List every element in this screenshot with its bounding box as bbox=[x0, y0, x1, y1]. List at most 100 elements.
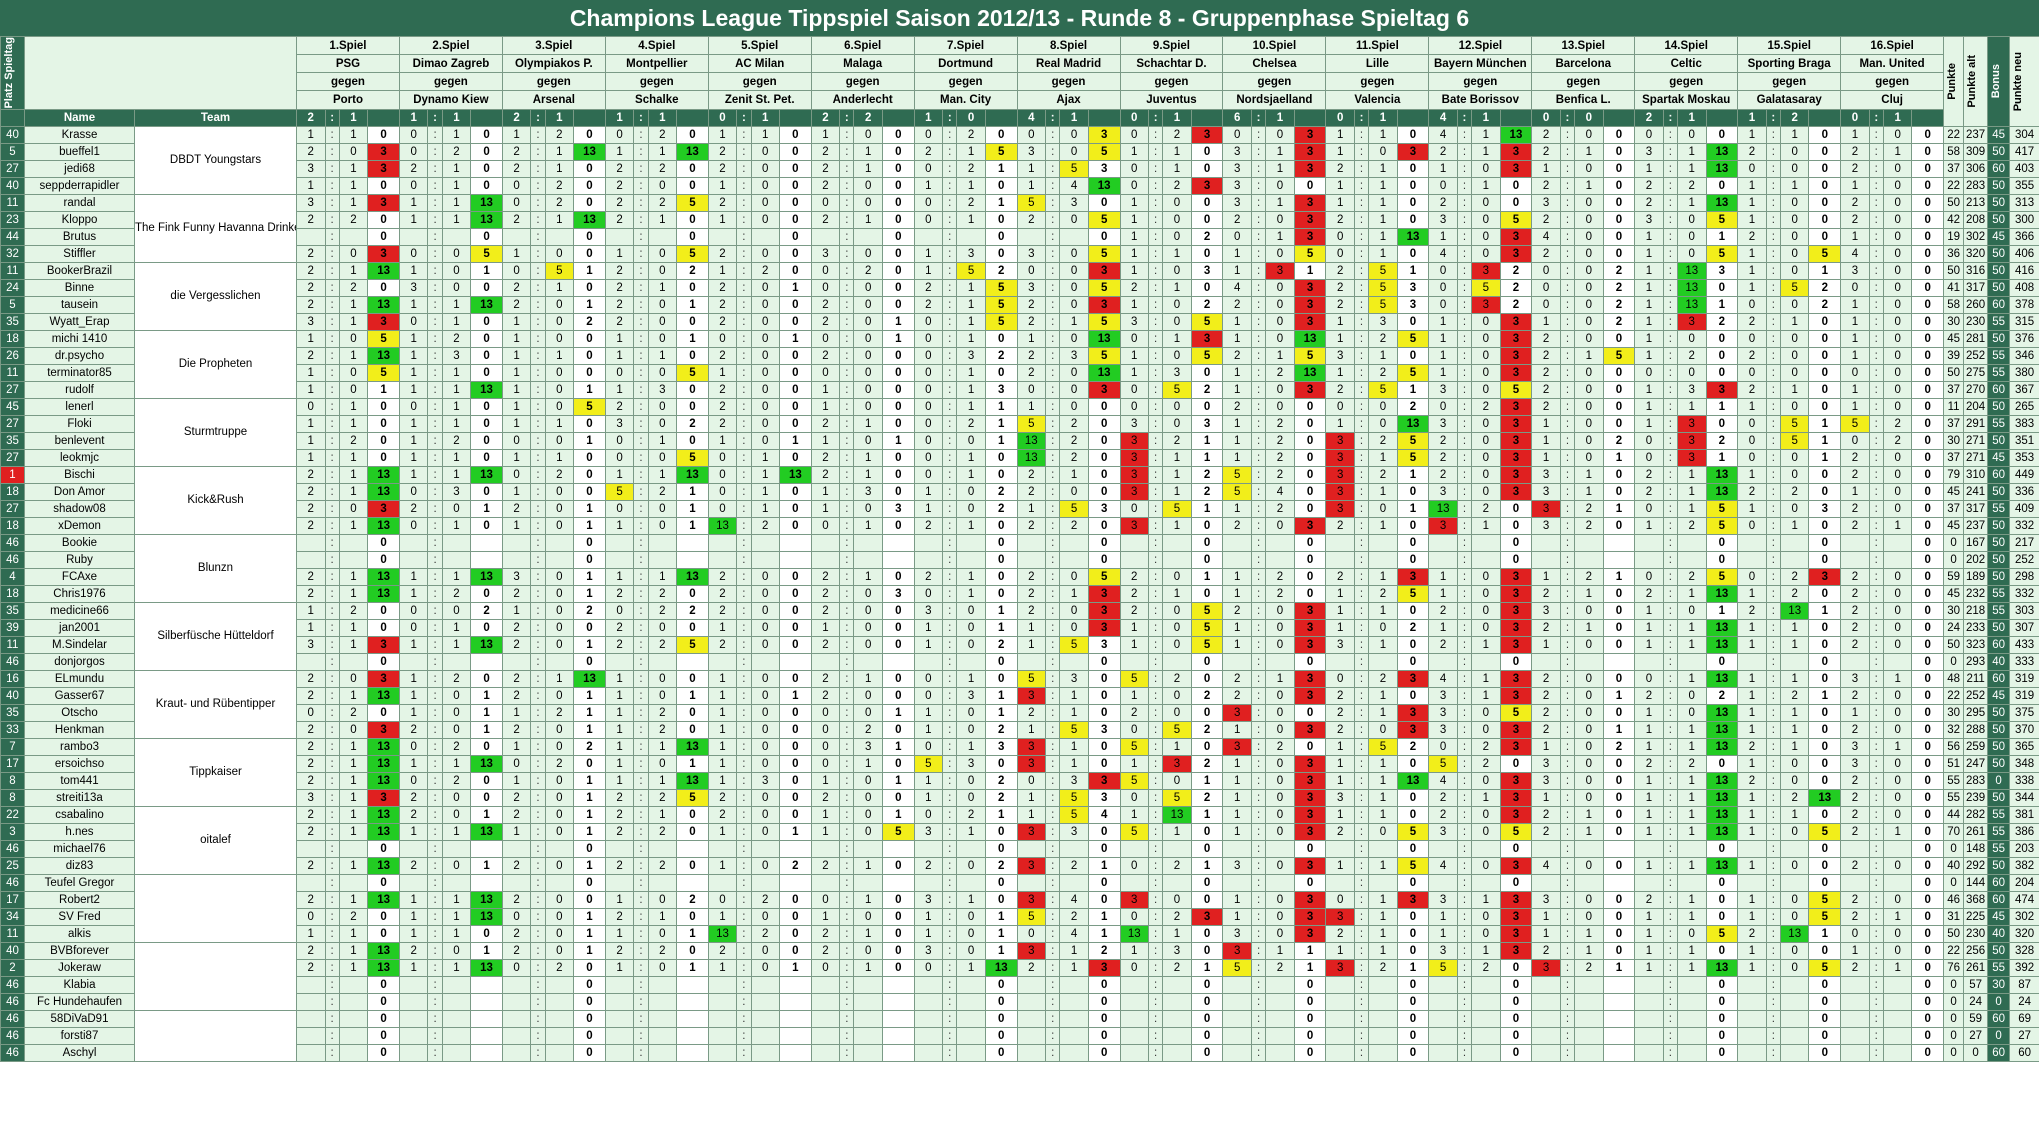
tip-points: 0 bbox=[676, 669, 709, 688]
tip-points: 0 bbox=[1499, 516, 1533, 535]
tip-colon: : bbox=[530, 686, 546, 705]
tip-home: 1 bbox=[1016, 635, 1047, 654]
tip-away: 0 bbox=[750, 346, 780, 365]
tip-away: 1 bbox=[853, 856, 883, 875]
tip-points: 3 bbox=[1499, 601, 1533, 620]
tip-points: 13 bbox=[1705, 805, 1739, 824]
tip-points: 13 bbox=[1396, 771, 1430, 790]
tip-home: 2 bbox=[1840, 567, 1870, 586]
tip-home: 2 bbox=[810, 346, 841, 365]
result-colon: : bbox=[942, 108, 958, 127]
tip-home bbox=[1840, 1043, 1870, 1062]
tip-home: 0 bbox=[1428, 295, 1458, 314]
tip-colon: : bbox=[1765, 805, 1781, 824]
tip-home: 1 bbox=[1840, 176, 1870, 195]
tip-points: 0 bbox=[1602, 822, 1636, 841]
tip-home: 2 bbox=[1531, 584, 1561, 603]
player-points-new: 449 bbox=[2009, 465, 2039, 484]
tip-colon: : bbox=[324, 703, 340, 722]
player-name: Krasse bbox=[24, 125, 135, 144]
player-points: 59 bbox=[1943, 567, 1965, 586]
tip-points: 0 bbox=[1911, 346, 1945, 365]
tip-points: 5 bbox=[1808, 822, 1842, 841]
tip-colon: : bbox=[1868, 346, 1884, 365]
table-row: 39 jan2001 1:1 0 0:1 0 2:0 0 2:0 0 1:0 0 1:0 0 1:0 1 1:0… bbox=[0, 618, 2039, 637]
tip-colon: : bbox=[1559, 142, 1576, 161]
tip-home: 5 bbox=[604, 482, 635, 501]
tip-home: 2 bbox=[810, 210, 841, 229]
game-number: 10.Spiel bbox=[1222, 35, 1327, 56]
tip-home: 3 bbox=[1016, 737, 1047, 756]
tip-points: 0 bbox=[1705, 975, 1739, 994]
tip-away: 1 bbox=[956, 397, 986, 416]
tip-colon: : bbox=[839, 975, 855, 994]
tip-away: 3 bbox=[1677, 431, 1707, 450]
tip-away: 1 bbox=[956, 278, 986, 297]
tip-colon: : bbox=[633, 210, 649, 229]
tip-away bbox=[338, 550, 369, 569]
tip-points: 3 bbox=[881, 499, 915, 518]
tip-points: 3 bbox=[1293, 210, 1327, 229]
tip-away bbox=[1059, 1009, 1089, 1028]
tip-points: 0 bbox=[1602, 227, 1636, 246]
tip-colon: : bbox=[427, 363, 443, 382]
tip-colon: : bbox=[1045, 397, 1061, 416]
tip-away: 1 bbox=[853, 414, 883, 433]
player-points-old: 316 bbox=[1963, 261, 1989, 280]
table-row: 46 donjorgos:0::0::::0:0:0:0:0:0::0:0:0 0 2… bbox=[0, 652, 2039, 671]
tip-home: 3 bbox=[604, 414, 635, 433]
tip-away: 0 bbox=[1059, 125, 1089, 144]
player-points: 55 bbox=[1943, 771, 1965, 790]
tip-colon: : bbox=[1662, 584, 1679, 603]
tip-points: 0 bbox=[779, 890, 812, 909]
tip-away: 1 bbox=[544, 669, 575, 688]
tip-points bbox=[881, 992, 915, 1011]
tip-away: 1 bbox=[1368, 771, 1398, 790]
tip-colon: : bbox=[736, 720, 752, 739]
tip-home: 1 bbox=[604, 890, 635, 909]
tip-colon: : bbox=[942, 584, 958, 603]
tip-home bbox=[810, 652, 841, 671]
tip-colon: : bbox=[530, 142, 546, 161]
tip-home bbox=[1634, 652, 1664, 671]
tip-points: 0 bbox=[881, 601, 915, 620]
tip-away: 0 bbox=[956, 482, 986, 501]
tip-points: 0 bbox=[881, 907, 915, 926]
tip-points: 0 bbox=[881, 618, 915, 637]
tip-away: 0 bbox=[544, 822, 575, 841]
tip-away bbox=[1471, 1043, 1501, 1062]
tip-points: 13 bbox=[470, 907, 503, 926]
tip-points: 0 bbox=[1499, 975, 1533, 994]
tip-points: 13 bbox=[1396, 414, 1430, 433]
tip-colon: : bbox=[1250, 448, 1267, 467]
tip-home: 3 bbox=[1119, 312, 1149, 331]
tip-home: 0 bbox=[1119, 499, 1149, 518]
tip-home: 5 bbox=[1119, 737, 1149, 756]
tip-home bbox=[1325, 1026, 1355, 1045]
tip-home: 1 bbox=[1016, 805, 1047, 824]
tip-away: 0 bbox=[1162, 635, 1192, 654]
tip-home: 2 bbox=[707, 635, 738, 654]
tip-home: 1 bbox=[1222, 788, 1252, 807]
tip-away: 0 bbox=[647, 958, 678, 977]
tip-colon: : bbox=[839, 295, 855, 314]
player-name: SV Fred bbox=[24, 907, 135, 926]
tip-away bbox=[1779, 975, 1810, 994]
tip-points: 1 bbox=[1705, 601, 1739, 620]
tip-points: 3 bbox=[1293, 380, 1327, 399]
tip-points: 1 bbox=[573, 924, 606, 943]
tip-points: 0 bbox=[1808, 1043, 1842, 1062]
tip-points: 0 bbox=[470, 329, 503, 348]
tip-points: 0 bbox=[1911, 873, 1945, 892]
tip-points: 0 bbox=[1396, 941, 1430, 960]
tip-away: 2 bbox=[1471, 397, 1501, 416]
tip-points: 0 bbox=[1087, 550, 1121, 569]
tip-home: 2 bbox=[296, 669, 326, 688]
tip-colon: : bbox=[530, 346, 546, 365]
tip-away bbox=[338, 652, 369, 671]
tip-colon: : bbox=[1868, 907, 1884, 926]
tip-away: 1 bbox=[1368, 125, 1398, 144]
tip-colon: : bbox=[1868, 329, 1884, 348]
tip-away bbox=[853, 839, 883, 858]
tip-colon: : bbox=[1250, 805, 1267, 824]
